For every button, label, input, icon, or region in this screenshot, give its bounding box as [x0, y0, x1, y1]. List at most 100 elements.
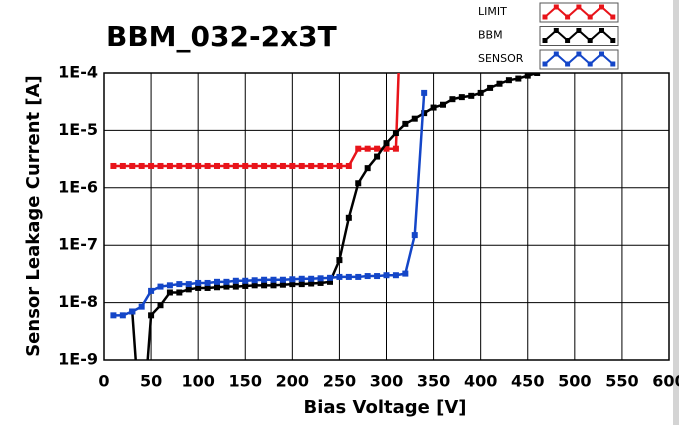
- data-point: [110, 162, 117, 169]
- data-point: [355, 180, 362, 187]
- data-point: [327, 274, 333, 281]
- x-tick-label: 550: [605, 372, 638, 391]
- data-point: [148, 162, 155, 169]
- x-tick-label: 500: [558, 372, 591, 391]
- x-tick-label: 150: [229, 372, 262, 391]
- data-point: [166, 162, 173, 169]
- data-point: [392, 130, 399, 137]
- data-point: [157, 162, 164, 169]
- data-point: [534, 73, 541, 76]
- data-point: [336, 273, 343, 280]
- plot-area: [110, 73, 541, 360]
- data-point: [232, 283, 239, 290]
- chart-title: BBM_032-2x3T: [106, 20, 337, 53]
- data-point: [138, 162, 145, 169]
- y-axis-title: Sensor Leakage Current [A]: [23, 75, 44, 357]
- data-point: [166, 282, 173, 289]
- x-tick-label: 250: [323, 372, 356, 391]
- data-point: [298, 275, 305, 282]
- data-point: [392, 272, 399, 279]
- data-point: [204, 284, 211, 291]
- data-point: [110, 312, 117, 319]
- data-point: [232, 277, 239, 284]
- data-point: [195, 162, 202, 169]
- data-point: [364, 145, 371, 152]
- legend-swatch-box: [539, 2, 619, 23]
- data-point: [327, 162, 333, 169]
- data-point: [355, 145, 362, 152]
- data-point: [345, 273, 352, 280]
- legend-swatch-marker: [576, 4, 582, 10]
- data-point: [157, 283, 164, 290]
- data-point: [195, 279, 202, 286]
- x-tick-label: 300: [370, 372, 403, 391]
- data-point: [515, 75, 522, 82]
- legend-swatch-marker: [610, 61, 616, 67]
- data-point: [242, 282, 249, 289]
- data-point: [440, 101, 446, 108]
- data-point: [270, 162, 277, 169]
- data-point: [223, 162, 230, 169]
- y-tick-label: 1E-6: [58, 177, 98, 196]
- data-point: [251, 162, 258, 169]
- series-line: [113, 92, 426, 317]
- data-point: [119, 312, 126, 319]
- legend-swatch-marker: [553, 28, 559, 33]
- data-point: [279, 162, 286, 169]
- legend-swatch-marker: [599, 4, 604, 10]
- data-point: [402, 120, 409, 127]
- data-point: [195, 284, 202, 291]
- data-point: [251, 277, 258, 284]
- legend-swatch-box: [539, 26, 619, 46]
- data-point: [251, 282, 258, 289]
- data-point: [214, 278, 220, 285]
- data-point: [185, 162, 192, 169]
- legend-swatch-marker: [553, 51, 559, 57]
- data-point: [308, 280, 315, 287]
- data-point: [214, 162, 220, 169]
- legend-swatch-marker: [565, 61, 571, 67]
- data-point: [468, 92, 475, 99]
- legend-swatch-marker: [587, 61, 593, 67]
- data-point: [261, 282, 268, 289]
- data-point: [336, 162, 343, 169]
- data-point: [138, 303, 145, 310]
- legend-swatch-marker: [610, 14, 616, 20]
- data-point: [289, 276, 296, 283]
- data-point: [345, 162, 352, 169]
- data-point: [279, 276, 286, 283]
- x-tick-label: 600: [652, 372, 679, 391]
- data-point: [402, 270, 409, 277]
- legend-swatch-marker: [565, 38, 571, 43]
- data-point: [336, 257, 343, 264]
- data-point: [270, 282, 277, 289]
- data-point: [148, 312, 155, 319]
- data-point: [204, 162, 211, 169]
- data-point: [308, 162, 315, 169]
- legend-swatch-marker: [576, 28, 582, 33]
- data-point: [298, 162, 305, 169]
- data-point: [223, 278, 230, 285]
- data-point: [458, 94, 465, 101]
- data-point: [308, 275, 315, 282]
- legend-swatch-marker: [576, 51, 582, 57]
- data-point: [289, 162, 296, 169]
- data-point: [411, 115, 418, 122]
- data-point: [345, 214, 352, 221]
- data-point: [421, 89, 428, 96]
- legend-swatch-marker: [610, 38, 616, 43]
- data-point: [129, 308, 136, 315]
- data-point: [327, 278, 333, 285]
- data-point: [176, 281, 183, 288]
- legend-swatch-marker: [587, 14, 593, 20]
- data-point: [232, 162, 239, 169]
- data-point: [449, 96, 456, 103]
- x-tick-label: 50: [140, 372, 162, 391]
- y-tick-label: 1E-5: [58, 120, 98, 139]
- data-point: [166, 289, 173, 296]
- data-point: [317, 279, 324, 286]
- data-point: [214, 284, 220, 291]
- data-point: [364, 165, 371, 172]
- data-point: [421, 110, 428, 117]
- data-point: [289, 281, 296, 288]
